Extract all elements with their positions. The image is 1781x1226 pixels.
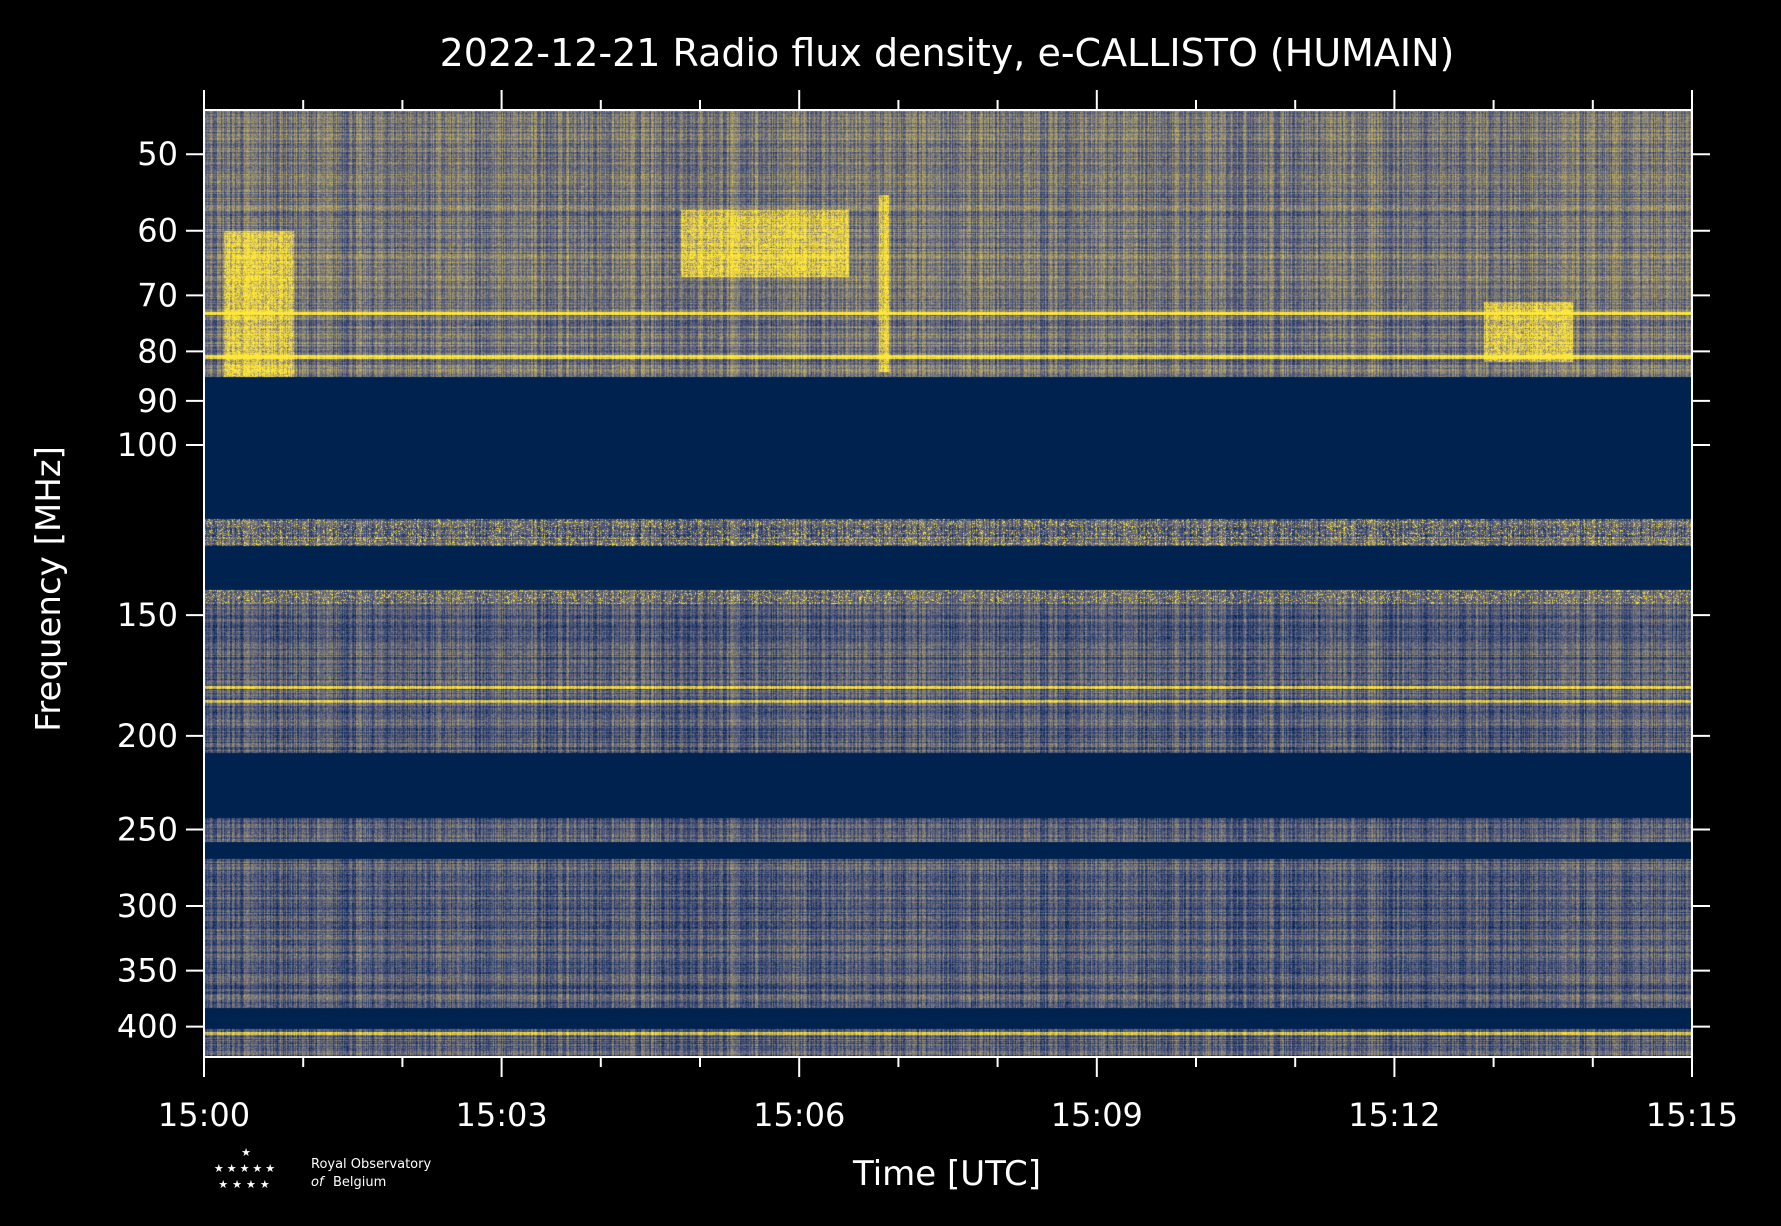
y-tick-label: 300 <box>117 887 178 925</box>
y-tick-label: 80 <box>137 332 178 370</box>
logo-line2: Belgium <box>333 1175 386 1190</box>
y-tick-label: 50 <box>137 135 178 173</box>
logo-line2-prefix: of <box>311 1175 326 1190</box>
x-tick-label: 15:03 <box>455 1096 547 1134</box>
axes: 15:00 15:03 15:06 15:09 15:12 15:15 50 60 70 80 90… <box>117 90 1738 1134</box>
x-tick-label: 15:09 <box>1051 1096 1143 1134</box>
y-tick-label: 100 <box>117 426 178 464</box>
x-tick-label: 15:12 <box>1348 1096 1440 1134</box>
plot-area <box>204 110 1692 1057</box>
y-axis-label: Frequency [MHz] <box>29 446 69 732</box>
y-tick-label: 400 <box>117 1008 178 1046</box>
svg-text:★: ★ <box>241 1146 251 1159</box>
svg-text:★★★★: ★★★★ <box>218 1178 273 1191</box>
spectrogram-image <box>204 110 1692 1057</box>
x-tick-label: 15:06 <box>753 1096 845 1134</box>
logo-stars-icon: ★ ★★★★★ ★★★★ <box>214 1146 278 1191</box>
y-tick-label: 70 <box>137 276 178 314</box>
y-tick-label: 90 <box>137 382 178 420</box>
plot-frame <box>203 109 1693 1058</box>
chart-title: 2022-12-21 Radio flux density, e-CALLIST… <box>440 31 1455 75</box>
svg-text:★★★★★: ★★★★★ <box>214 1162 278 1175</box>
x-tick-label: 15:15 <box>1646 1096 1738 1134</box>
y-tick-label: 200 <box>117 717 178 755</box>
royal-observatory-logo: ★ ★★★★★ ★★★★ Royal Observatory of Belgiu… <box>214 1146 432 1191</box>
x-axis-label: Time [UTC] <box>852 1154 1041 1194</box>
y-tick-label: 250 <box>117 810 178 848</box>
x-tick-label: 15:00 <box>158 1096 250 1134</box>
y-tick-label: 60 <box>137 212 178 250</box>
y-tick-label: 350 <box>117 952 178 990</box>
y-tick-label: 150 <box>117 596 178 634</box>
logo-line1: Royal Observatory <box>311 1157 431 1172</box>
